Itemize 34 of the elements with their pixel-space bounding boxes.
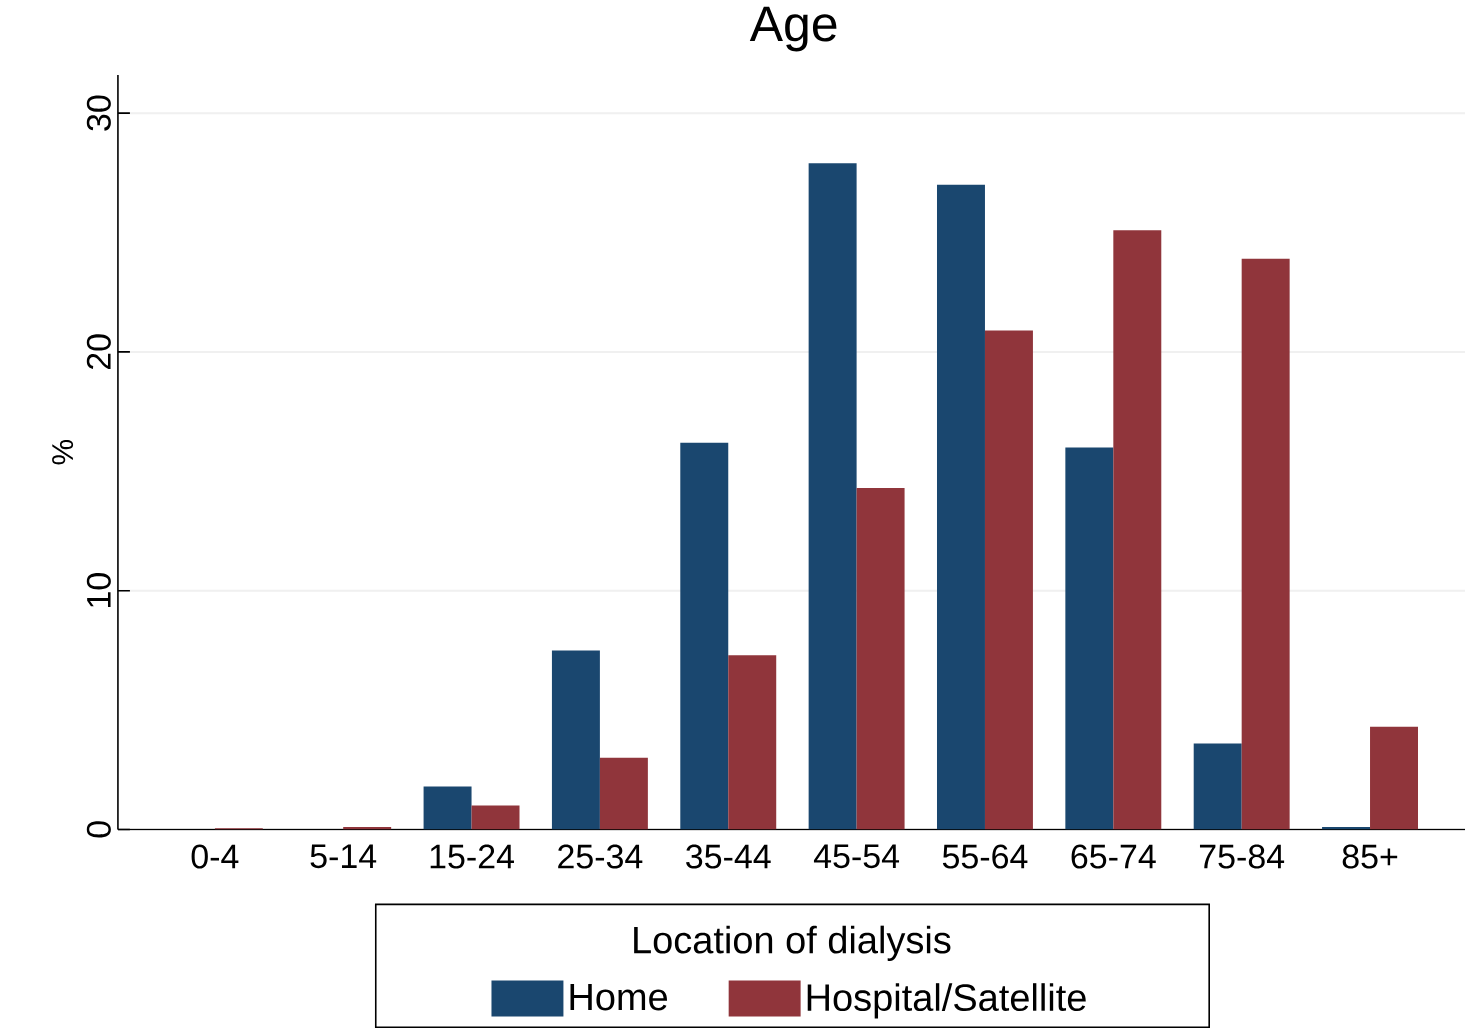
bar <box>471 805 520 830</box>
y-tick-label: 0 <box>86 821 111 838</box>
bar <box>680 442 729 830</box>
x-tick-label: 45-54 <box>813 844 900 869</box>
bar <box>984 330 1033 830</box>
bar <box>551 650 600 830</box>
y-tick-label: 30 <box>86 95 111 131</box>
bar <box>1241 258 1290 830</box>
x-tick-label: 75-84 <box>1199 844 1285 869</box>
x-tick-label: 35-44 <box>686 844 771 869</box>
bar <box>1193 743 1242 830</box>
x-tick-label: 55-64 <box>942 844 1028 869</box>
bar <box>728 655 777 830</box>
y-tick-label: 10 <box>86 572 111 607</box>
bar <box>936 184 985 830</box>
legend-title: Location of dialysis <box>634 925 951 961</box>
x-tick-label: 25-34 <box>558 844 643 869</box>
chart-title: Age <box>749 6 837 52</box>
x-tick-label: 5-14 <box>310 844 377 869</box>
legend-label: Hospital/Satellite <box>807 983 1086 1019</box>
bar <box>808 163 857 830</box>
x-tick-label: 65-74 <box>1071 844 1156 869</box>
y-tick-label: 20 <box>86 334 111 369</box>
x-tick-label: 0-4 <box>191 844 239 869</box>
x-tick-label: 85+ <box>1342 844 1398 869</box>
y-axis-title: % <box>52 439 74 465</box>
bar <box>1370 726 1418 830</box>
bar <box>1065 447 1114 830</box>
legend-label: Home <box>570 983 668 1011</box>
bar <box>1113 230 1162 830</box>
bar <box>856 487 905 830</box>
x-tick-label: 15-24 <box>430 844 514 869</box>
bar <box>423 786 472 830</box>
bar <box>599 757 648 830</box>
